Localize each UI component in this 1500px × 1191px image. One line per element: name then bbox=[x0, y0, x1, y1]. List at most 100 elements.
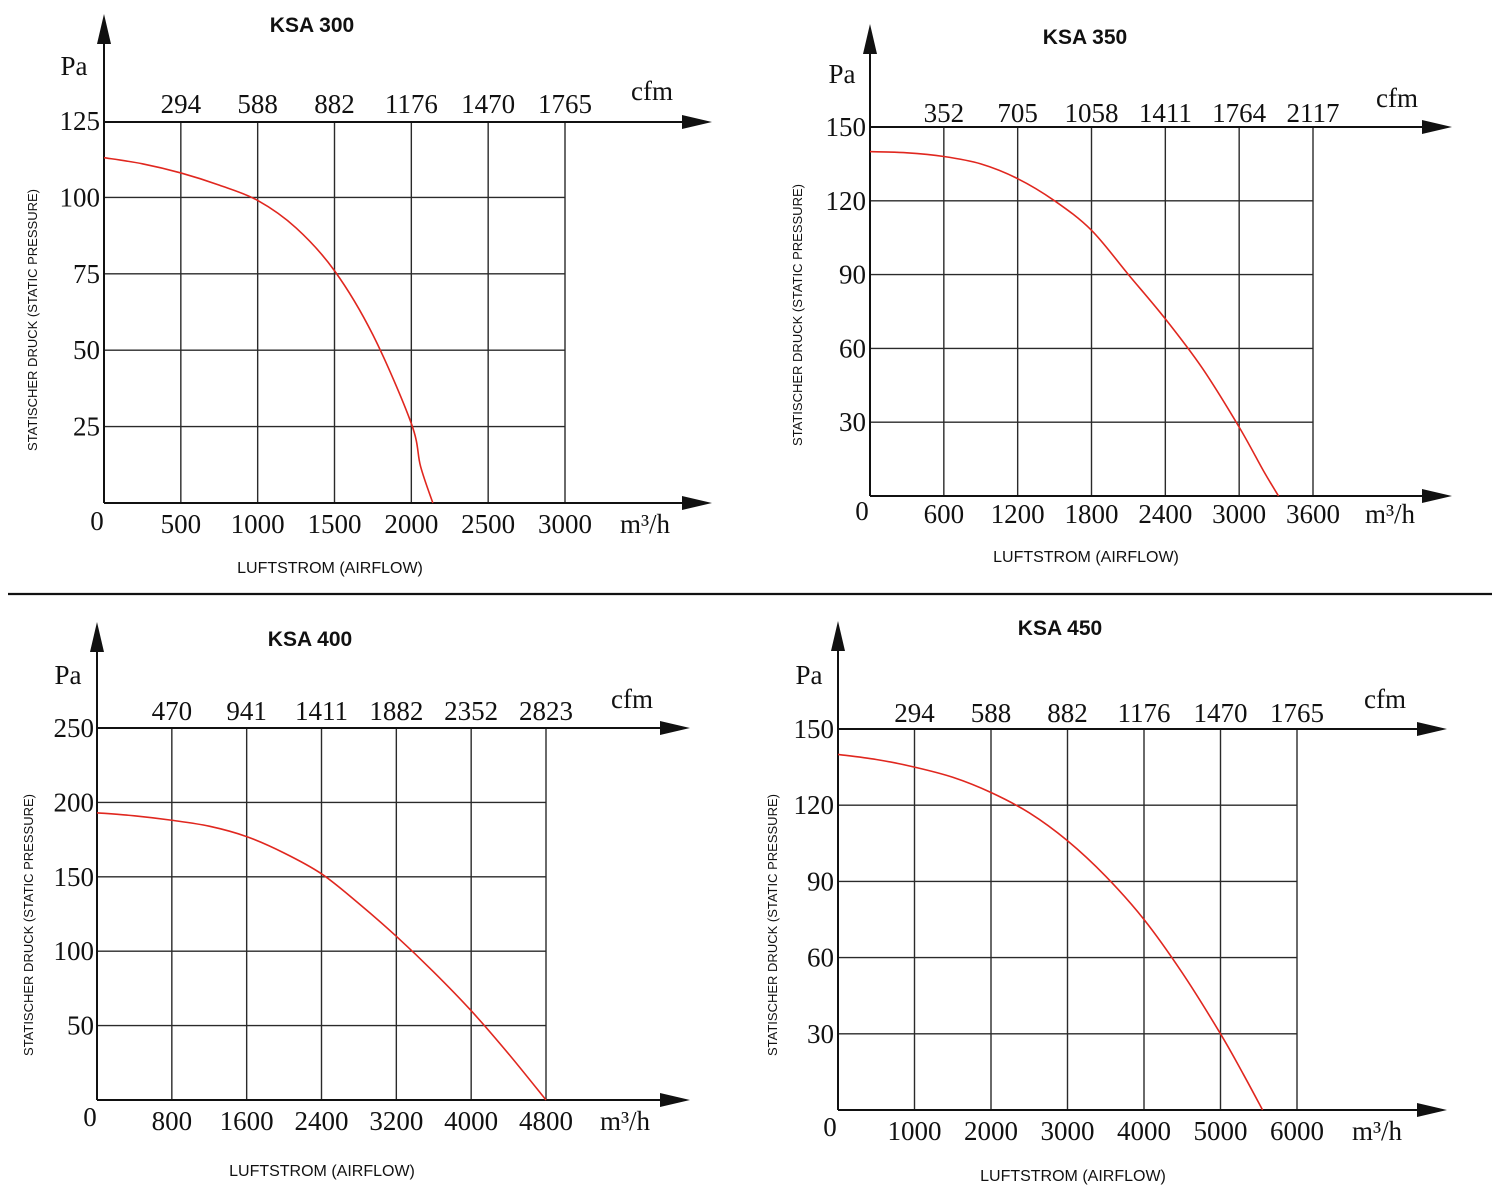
cfm-unit-label: cfm bbox=[1376, 83, 1418, 113]
y-axis-title: STATISCHER DRUCK (STATIC PRESSURE) bbox=[790, 184, 805, 446]
cfm-tick-label: 1411 bbox=[1139, 98, 1192, 128]
cfm-tick-label: 1765 bbox=[1270, 698, 1324, 728]
chart-title: KSA 450 bbox=[1018, 617, 1102, 640]
x-tick-label: 2000 bbox=[384, 509, 438, 539]
y-tick-label: 50 bbox=[73, 335, 100, 365]
performance-curve bbox=[103, 156, 434, 504]
y-axis-arrow bbox=[863, 24, 877, 54]
origin-label: 0 bbox=[823, 1112, 837, 1142]
x-tick-label: 1000 bbox=[231, 509, 285, 539]
x-tick-label: 5000 bbox=[1194, 1116, 1248, 1146]
y-axis-title: STATISCHER DRUCK (STATIC PRESSURE) bbox=[21, 794, 36, 1056]
y-tick-label: 250 bbox=[54, 713, 95, 743]
x-unit-label: m³/h bbox=[1352, 1116, 1403, 1146]
y-axis-arrow bbox=[97, 14, 111, 44]
x-tick-label: 4000 bbox=[444, 1106, 498, 1136]
x-tick-label: 2400 bbox=[295, 1106, 349, 1136]
cfm-tick-label: 588 bbox=[237, 89, 278, 119]
cfm-axis-arrow bbox=[1417, 722, 1447, 736]
cfm-tick-label: 1470 bbox=[1194, 698, 1248, 728]
x-axis-arrow bbox=[1422, 489, 1452, 503]
cfm-axis-arrow bbox=[1422, 120, 1452, 134]
y-unit-label: Pa bbox=[796, 660, 823, 690]
y-tick-label: 75 bbox=[73, 259, 100, 289]
performance-curve bbox=[96, 812, 547, 1101]
x-unit-label: m³/h bbox=[620, 509, 671, 539]
chart-ksa-300: KSA 300 Pa cfm m³/h 0 500 294 1000 588 1500 882 200… bbox=[25, 14, 712, 577]
y-axis-title: STATISCHER DRUCK (STATIC PRESSURE) bbox=[25, 189, 40, 451]
chart-title: KSA 300 bbox=[270, 14, 354, 37]
y-tick-label: 30 bbox=[807, 1019, 834, 1049]
cfm-tick-label: 1411 bbox=[295, 696, 348, 726]
y-tick-label: 120 bbox=[794, 790, 835, 820]
x-tick-label: 1600 bbox=[220, 1106, 274, 1136]
cfm-tick-label: 470 bbox=[152, 696, 193, 726]
x-axis-arrow bbox=[682, 496, 712, 510]
x-unit-label: m³/h bbox=[600, 1106, 651, 1136]
chart-ksa-450: KSA 450 Pa cfm m³/h 0 1000 294 2000 588 3000 882 40… bbox=[765, 617, 1447, 1185]
x-tick-label: 600 bbox=[924, 499, 965, 529]
y-unit-label: Pa bbox=[61, 51, 88, 81]
chart-ksa-400: KSA 400 Pa cfm m³/h 0 800 470 1600 941 2400 1411 32… bbox=[21, 622, 690, 1180]
y-unit-label: Pa bbox=[829, 59, 856, 89]
cfm-tick-label: 2823 bbox=[519, 696, 573, 726]
cfm-tick-label: 705 bbox=[997, 98, 1038, 128]
chart-ksa-350: KSA 350 Pa cfm m³/h 0 600 352 1200 705 1800 1058 24… bbox=[790, 24, 1452, 566]
x-axis-arrow bbox=[660, 1093, 690, 1107]
cfm-unit-label: cfm bbox=[611, 684, 653, 714]
cfm-tick-label: 2352 bbox=[444, 696, 498, 726]
cfm-tick-label: 1176 bbox=[1118, 698, 1171, 728]
x-tick-label: 3000 bbox=[538, 509, 592, 539]
origin-label: 0 bbox=[83, 1102, 97, 1132]
cfm-tick-label: 882 bbox=[314, 89, 355, 119]
x-tick-label: 1800 bbox=[1065, 499, 1119, 529]
y-unit-label: Pa bbox=[55, 660, 82, 690]
y-tick-label: 50 bbox=[67, 1011, 94, 1041]
x-axis-arrow bbox=[1417, 1103, 1447, 1117]
x-tick-label: 500 bbox=[161, 509, 202, 539]
y-tick-label: 120 bbox=[826, 186, 867, 216]
x-tick-label: 3600 bbox=[1286, 499, 1340, 529]
cfm-tick-label: 941 bbox=[226, 696, 267, 726]
x-unit-label: m³/h bbox=[1365, 499, 1416, 529]
cfm-tick-label: 1058 bbox=[1065, 98, 1119, 128]
cfm-tick-label: 2117 bbox=[1287, 98, 1340, 128]
y-axis-arrow bbox=[90, 622, 104, 652]
cfm-unit-label: cfm bbox=[631, 76, 673, 106]
performance-curve bbox=[869, 150, 1280, 497]
y-tick-label: 30 bbox=[839, 407, 866, 437]
cfm-tick-label: 588 bbox=[971, 698, 1012, 728]
cfm-tick-label: 294 bbox=[894, 698, 935, 728]
origin-label: 0 bbox=[855, 496, 869, 526]
performance-curve bbox=[837, 753, 1264, 1111]
cfm-tick-label: 1765 bbox=[538, 89, 592, 119]
cfm-unit-label: cfm bbox=[1364, 684, 1406, 714]
x-axis-title: LUFTSTROM (AIRFLOW) bbox=[993, 549, 1179, 566]
chart-title: KSA 400 bbox=[268, 628, 352, 651]
cfm-tick-label: 1470 bbox=[461, 89, 515, 119]
y-tick-label: 150 bbox=[54, 862, 95, 892]
y-tick-label: 150 bbox=[826, 112, 867, 142]
x-tick-label: 4800 bbox=[519, 1106, 573, 1136]
y-tick-label: 100 bbox=[54, 936, 95, 966]
y-tick-label: 60 bbox=[807, 943, 834, 973]
x-tick-label: 4000 bbox=[1117, 1116, 1171, 1146]
x-tick-label: 1200 bbox=[991, 499, 1045, 529]
x-tick-label: 6000 bbox=[1270, 1116, 1324, 1146]
cfm-axis-arrow bbox=[660, 721, 690, 735]
x-tick-label: 800 bbox=[152, 1106, 193, 1136]
cfm-tick-label: 1176 bbox=[385, 89, 438, 119]
y-tick-label: 200 bbox=[54, 787, 95, 817]
x-tick-label: 1500 bbox=[308, 509, 362, 539]
x-tick-label: 1000 bbox=[888, 1116, 942, 1146]
chart-title: KSA 350 bbox=[1043, 26, 1127, 49]
x-tick-label: 3200 bbox=[369, 1106, 423, 1136]
y-tick-label: 60 bbox=[839, 333, 866, 363]
y-axis-title: STATISCHER DRUCK (STATIC PRESSURE) bbox=[765, 794, 780, 1056]
y-tick-label: 90 bbox=[839, 260, 866, 290]
x-tick-label: 2500 bbox=[461, 509, 515, 539]
y-tick-label: 100 bbox=[60, 182, 101, 212]
cfm-axis-arrow bbox=[682, 115, 712, 129]
